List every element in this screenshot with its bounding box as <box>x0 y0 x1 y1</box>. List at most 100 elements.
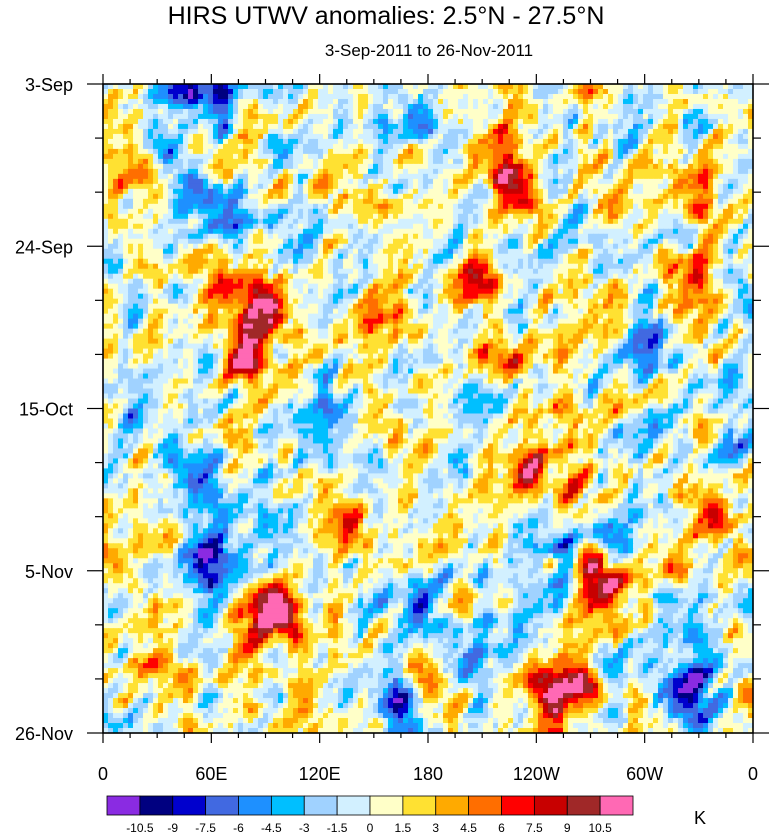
heatmap-cell <box>128 98 134 105</box>
heatmap-cell <box>148 203 154 210</box>
heatmap-cell <box>518 113 524 120</box>
heatmap-cell <box>573 183 579 190</box>
heatmap-cell <box>433 188 439 195</box>
heatmap-cell <box>113 208 119 215</box>
heatmap-cell <box>548 118 554 125</box>
heatmap-cell <box>703 173 709 180</box>
heatmap-cell <box>448 208 454 215</box>
heatmap-cell <box>373 178 379 185</box>
heatmap-cell <box>293 168 299 175</box>
heatmap-cell <box>628 153 634 160</box>
heatmap-cell <box>273 128 279 135</box>
heatmap-cell <box>718 133 724 140</box>
heatmap-cell <box>118 158 124 165</box>
heatmap-cell <box>363 168 369 175</box>
heatmap-cell <box>238 178 244 185</box>
heatmap-cell <box>723 188 729 195</box>
heatmap-cell <box>423 98 429 105</box>
heatmap-cell <box>128 258 134 265</box>
heatmap-cell <box>578 183 584 190</box>
heatmap-cell <box>158 158 164 165</box>
heatmap-cell <box>708 153 714 160</box>
heatmap-cell <box>283 273 289 280</box>
heatmap-cell <box>263 268 269 275</box>
heatmap-cell <box>203 253 209 260</box>
heatmap-cell <box>638 183 644 190</box>
heatmap-cell <box>263 143 269 150</box>
heatmap-cell <box>378 88 384 95</box>
heatmap-cell <box>373 168 379 175</box>
heatmap-cell <box>673 133 679 140</box>
heatmap-cell <box>558 168 564 175</box>
heatmap-cell <box>148 183 154 190</box>
heatmap-cell <box>323 133 329 140</box>
heatmap-cell <box>538 138 544 145</box>
heatmap-cell <box>558 153 564 160</box>
heatmap-cell <box>663 148 669 155</box>
heatmap-cell <box>198 273 204 280</box>
heatmap-cell <box>583 138 589 145</box>
heatmap-cell <box>158 188 164 195</box>
heatmap-cell <box>583 148 589 155</box>
heatmap-cell <box>243 223 249 230</box>
heatmap-cell <box>173 103 179 110</box>
heatmap-cell <box>108 218 114 225</box>
heatmap-cell <box>173 208 179 215</box>
heatmap-cell <box>593 268 599 275</box>
heatmap-cell <box>488 153 494 160</box>
heatmap-cell <box>458 228 464 235</box>
heatmap-cell <box>198 173 204 180</box>
heatmap-cell <box>638 263 644 270</box>
heatmap-cell <box>398 183 404 190</box>
heatmap-cell <box>113 258 119 265</box>
heatmap-cell <box>663 268 669 275</box>
heatmap-cell <box>678 198 684 205</box>
heatmap-cell <box>558 128 564 135</box>
heatmap-cell <box>258 273 264 280</box>
heatmap-cell <box>543 228 549 235</box>
heatmap-cell <box>553 143 559 150</box>
heatmap-cell <box>548 238 554 245</box>
heatmap-cell <box>673 228 679 235</box>
heatmap-cell <box>453 233 459 240</box>
heatmap-cell <box>253 203 259 210</box>
heatmap-cell <box>148 128 154 135</box>
heatmap-cell <box>353 248 359 255</box>
heatmap-cell <box>678 158 684 165</box>
heatmap-cell <box>523 93 529 100</box>
heatmap-cell <box>188 133 194 140</box>
heatmap-cell <box>103 263 109 270</box>
heatmap-cell <box>173 228 179 235</box>
heatmap-cell <box>593 98 599 105</box>
heatmap-cell <box>413 123 419 130</box>
heatmap-cell <box>178 248 184 255</box>
heatmap-cell <box>713 233 719 240</box>
heatmap-cell <box>478 258 484 265</box>
heatmap-cell <box>188 88 194 95</box>
heatmap-cell <box>428 243 434 250</box>
heatmap-cell <box>448 108 454 115</box>
heatmap-cell <box>688 148 694 155</box>
heatmap-cell <box>578 173 584 180</box>
heatmap-cell <box>338 133 344 140</box>
heatmap-cell <box>258 198 264 205</box>
heatmap-cell <box>618 123 624 130</box>
heatmap-cell <box>703 193 709 200</box>
heatmap-cell <box>363 148 369 155</box>
heatmap-cell <box>628 223 634 230</box>
heatmap-cell <box>748 188 754 195</box>
heatmap-cell <box>428 268 434 275</box>
heatmap-cell <box>243 148 249 155</box>
heatmap-cell <box>478 103 484 110</box>
heatmap-cell <box>208 193 214 200</box>
heatmap-cell <box>148 273 154 280</box>
heatmap-cell <box>548 163 554 170</box>
heatmap-cell <box>243 273 249 280</box>
heatmap-cell <box>333 173 339 180</box>
heatmap-cell <box>718 218 724 225</box>
heatmap-cell <box>483 213 489 220</box>
heatmap-cell <box>333 108 339 115</box>
heatmap-cell <box>488 128 494 135</box>
heatmap-cell <box>138 253 144 260</box>
heatmap-cell <box>363 228 369 235</box>
